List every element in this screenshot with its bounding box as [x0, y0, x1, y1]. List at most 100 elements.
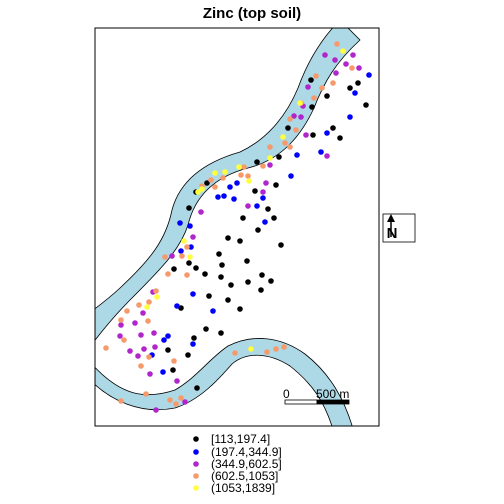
sample-point-black [186, 205, 192, 211]
scale-bar-segment-1 [284, 399, 318, 405]
sample-point-purple [174, 378, 180, 384]
legend-item: (344.9,602.5] [193, 457, 282, 471]
sample-point-black [237, 238, 243, 244]
sample-point-blue [188, 244, 194, 250]
sample-point-black [237, 306, 243, 312]
sample-point-orange [313, 73, 319, 79]
sample-point-black [278, 242, 284, 248]
map-title: Zinc (top soil) [203, 5, 301, 22]
sample-point-black [245, 279, 251, 285]
sample-point-purple [118, 322, 124, 328]
scale-bar: 0 500 m [283, 387, 350, 405]
sample-point-purple [298, 114, 304, 120]
sample-point-yellow [297, 100, 303, 106]
sample-point-purple [151, 330, 157, 336]
sample-point-black [244, 258, 250, 264]
sample-point-black [330, 125, 336, 131]
sample-point-black [252, 188, 258, 194]
sample-point-black [363, 102, 369, 108]
sample-point-yellow [280, 134, 286, 140]
sample-point-yellow [199, 186, 205, 192]
sample-point-black [185, 352, 191, 358]
sample-point-black [219, 262, 225, 268]
sample-point-orange [179, 253, 185, 259]
sample-point-orange [232, 350, 238, 356]
map-area [95, 28, 372, 426]
legend-item: (1053,1839] [193, 481, 275, 495]
sample-point-blue [221, 193, 227, 199]
legend-swatch [193, 461, 199, 467]
sample-point-black [347, 85, 353, 91]
sample-point-black [276, 154, 282, 160]
sample-point-orange [287, 144, 293, 150]
sample-point-orange [245, 173, 251, 179]
sample-point-black [259, 272, 265, 278]
sample-point-blue [177, 220, 183, 226]
sample-point-black [308, 77, 314, 83]
sample-point-blue [262, 219, 268, 225]
sample-point-purple [305, 84, 311, 90]
sample-point-blue [174, 303, 180, 309]
legend-item: [113,197.4] [193, 432, 270, 446]
sample-point-purple [127, 348, 133, 354]
sample-point-blue [234, 180, 240, 186]
sample-point-purple [140, 310, 146, 316]
river-meuse-upper [95, 28, 361, 341]
sample-point-purple [291, 113, 297, 119]
sample-point-yellow [267, 155, 273, 161]
sample-point-black [265, 206, 271, 212]
sample-point-black [203, 326, 209, 332]
sample-point-blue [318, 149, 324, 155]
sample-point-purple [198, 209, 204, 215]
sample-point-blue [231, 196, 237, 202]
north-arrow-label: N [387, 225, 398, 242]
sample-point-orange [184, 244, 190, 250]
sample-point-orange [162, 254, 168, 260]
sample-point-blue [190, 291, 196, 297]
sample-point-blue [161, 337, 167, 343]
sample-point-black [355, 80, 361, 86]
sample-point-blue [294, 152, 300, 158]
sample-point-orange [124, 308, 130, 314]
sample-point-blue [324, 130, 330, 136]
sample-point-orange [118, 317, 124, 323]
sample-point-black [206, 293, 212, 299]
sample-point-blue [187, 223, 193, 229]
sample-point-yellow [212, 170, 218, 176]
sample-point-black [271, 215, 277, 221]
sample-point-blue [352, 90, 358, 96]
legend-swatch [193, 485, 199, 491]
sample-point-orange [330, 80, 336, 86]
sample-point-yellow [340, 48, 346, 54]
scale-bar-start-label: 0 [283, 387, 290, 401]
sample-point-black [165, 347, 171, 353]
sample-point-orange [136, 302, 142, 308]
sample-point-black [324, 93, 330, 99]
sample-point-orange [293, 127, 299, 133]
sample-point-orange [146, 354, 152, 360]
sample-point-orange [319, 85, 325, 91]
sample-point-purple [267, 162, 273, 168]
sample-point-purple [245, 203, 251, 209]
legend-label: (602.5,1053] [211, 469, 278, 483]
sample-point-orange [146, 299, 152, 305]
north-arrow-icon: N [382, 213, 416, 243]
sample-point-purple [263, 180, 269, 186]
sample-point-orange [238, 172, 244, 178]
sample-point-blue [190, 341, 196, 347]
sample-point-black [186, 260, 192, 266]
sample-point-yellow [222, 169, 228, 175]
sample-point-yellow [154, 294, 160, 300]
sample-point-yellow [144, 304, 150, 310]
sample-point-orange [208, 177, 214, 183]
sample-point-purple [324, 153, 330, 159]
legend-swatch [193, 449, 199, 455]
legend-label: (344.9,602.5] [211, 457, 282, 471]
sample-point-orange [143, 391, 149, 397]
sample-point-blue [178, 248, 184, 254]
sample-point-purple [152, 344, 158, 350]
sample-point-orange [264, 349, 270, 355]
sample-point-black [228, 282, 234, 288]
sample-point-blue [210, 308, 216, 314]
